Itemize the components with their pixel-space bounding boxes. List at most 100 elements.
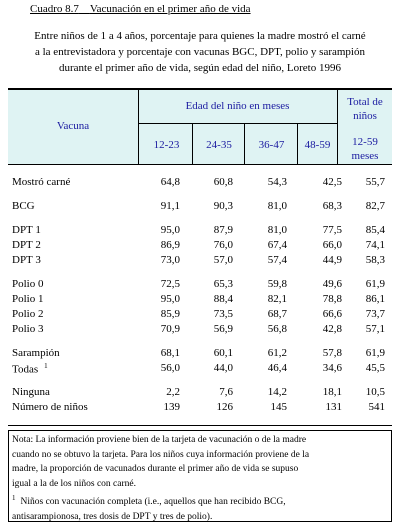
cell: 73,0 bbox=[160, 254, 180, 266]
cell: 57,8 bbox=[322, 347, 342, 359]
cell: 77,5 bbox=[322, 224, 342, 236]
cell: 131 bbox=[325, 401, 343, 413]
footnote-line: antisarampionosa, tres dosis de DPT y tr… bbox=[12, 510, 388, 525]
cell: 70,9 bbox=[160, 323, 180, 335]
cell: 86,9 bbox=[160, 239, 180, 251]
cell: 126 bbox=[216, 401, 234, 413]
cell: 66,0 bbox=[322, 239, 342, 251]
age-column: 12-23 bbox=[153, 139, 180, 151]
note-line: cuando no se obtuvo la tarjeta. Para los… bbox=[12, 449, 310, 460]
cell: 64,8 bbox=[160, 176, 180, 188]
cell: 85,9 bbox=[160, 308, 180, 320]
cell: 49,6 bbox=[322, 278, 342, 290]
cell: 56,8 bbox=[267, 323, 287, 335]
cell: 76,0 bbox=[213, 239, 233, 251]
cell: 56,9 bbox=[213, 323, 233, 335]
cell: 57,0 bbox=[213, 254, 233, 266]
note-line: Nota: La información proviene bien de la… bbox=[12, 435, 307, 445]
cell: 68,3 bbox=[322, 200, 342, 212]
cell: 44,0 bbox=[213, 362, 233, 374]
cell: 78,8 bbox=[322, 293, 342, 305]
cell: 91,1 bbox=[160, 200, 180, 212]
age-column: 48-59 bbox=[304, 139, 331, 151]
row-label: Polio 3 bbox=[12, 323, 44, 335]
title-number: Cuadro 8.7 bbox=[30, 3, 79, 15]
total-sub: 12-59 meses bbox=[351, 136, 379, 162]
cell: 46,4 bbox=[267, 362, 287, 374]
row-label: Mostró carné bbox=[12, 176, 71, 188]
cell: 88,4 bbox=[213, 293, 233, 305]
cell: 90,3 bbox=[213, 200, 233, 212]
cell: 58,3 bbox=[365, 254, 385, 266]
cell: 61,9 bbox=[365, 278, 385, 290]
cell: 56,0 bbox=[160, 362, 180, 374]
cell: 87,9 bbox=[213, 224, 233, 236]
age-column: 24-35 bbox=[206, 139, 232, 151]
row-label: Polio 0 bbox=[12, 278, 44, 290]
title-caption: Vacunación en el primer año de vida bbox=[89, 3, 251, 15]
cell: 57,4 bbox=[267, 254, 287, 266]
row-label: Sarampión bbox=[12, 347, 60, 359]
row-label: Ninguna bbox=[12, 386, 50, 398]
total-header: Total de niños bbox=[347, 96, 383, 122]
cell: 42,8 bbox=[322, 323, 342, 335]
row-label: Polio 2 bbox=[12, 308, 44, 320]
cell: 66,6 bbox=[322, 308, 342, 320]
note-mark: 1 bbox=[44, 362, 48, 370]
cell: 82,7 bbox=[365, 200, 385, 212]
cell: 54,3 bbox=[267, 176, 287, 188]
cell: 81,0 bbox=[267, 224, 287, 236]
cell: 541 bbox=[368, 401, 386, 413]
age-column: 36-47 bbox=[258, 139, 285, 151]
cell: 14,2 bbox=[267, 386, 287, 398]
cell: 61,9 bbox=[365, 347, 385, 359]
cell: 95,0 bbox=[160, 293, 180, 305]
cell: 139 bbox=[163, 401, 181, 413]
subtitle: a la entrevistadora y porcentaje con vac… bbox=[34, 46, 365, 58]
row-label: Todas 1 bbox=[12, 362, 48, 376]
cell: 68,1 bbox=[160, 347, 180, 359]
cell: 72,5 bbox=[160, 278, 180, 290]
footnote-text: Niños con vacunación completa (i.e., aqu… bbox=[20, 497, 286, 508]
cell: 34,6 bbox=[322, 362, 342, 374]
notes: Nota: La información proviene bien de la… bbox=[8, 430, 392, 522]
row-label: Polio 1 bbox=[12, 293, 44, 305]
cell: 45,5 bbox=[365, 362, 385, 374]
cell: 67,4 bbox=[267, 239, 287, 251]
cell: 74,1 bbox=[365, 239, 385, 251]
group-header: Edad del niño en meses bbox=[185, 100, 290, 112]
cell: 86,1 bbox=[365, 293, 385, 305]
note-line: igual a la de los niños con carné. bbox=[12, 478, 136, 489]
cell: 81,0 bbox=[267, 200, 287, 212]
subtitle: Entre niños de 1 a 4 años, porcentaje pa… bbox=[34, 30, 366, 42]
cell: 65,3 bbox=[213, 278, 233, 290]
cell: 44,9 bbox=[322, 254, 342, 266]
cell: 7,6 bbox=[219, 386, 233, 398]
note-line: madre, la proporción de vacunados durant… bbox=[12, 464, 299, 474]
cell: 85,4 bbox=[365, 224, 385, 236]
footnote-mark: 1 bbox=[12, 494, 16, 502]
row-label: DPT 1 bbox=[12, 224, 41, 236]
row-label: Número de niños bbox=[12, 401, 88, 413]
row-label: BCG bbox=[12, 200, 35, 212]
cell: 10,5 bbox=[365, 386, 385, 398]
table-header bbox=[8, 88, 392, 165]
cell: 42,5 bbox=[322, 176, 342, 188]
footnote-line: 1 Niños con vacunación completa (i.e., aq… bbox=[12, 491, 388, 510]
cell: 60,1 bbox=[213, 347, 233, 359]
footnote-text: antisarampionosa, tres dosis de DPT y tr… bbox=[12, 511, 213, 522]
cell: 145 bbox=[270, 401, 288, 413]
cell: 68,7 bbox=[267, 308, 287, 320]
cell: 57,1 bbox=[365, 323, 385, 335]
column-header: Vacuna bbox=[56, 120, 90, 132]
row-label: DPT 3 bbox=[12, 254, 41, 266]
cell: 60,8 bbox=[213, 176, 233, 188]
cell: 55,7 bbox=[365, 176, 385, 188]
cell: 59,8 bbox=[267, 278, 287, 290]
cell: 95,0 bbox=[160, 224, 180, 236]
cell: 73,7 bbox=[365, 308, 385, 320]
cell: 73,5 bbox=[213, 308, 233, 320]
cell: 18,1 bbox=[322, 386, 342, 398]
subtitle: durante el primer año de vida, según eda… bbox=[59, 62, 341, 74]
